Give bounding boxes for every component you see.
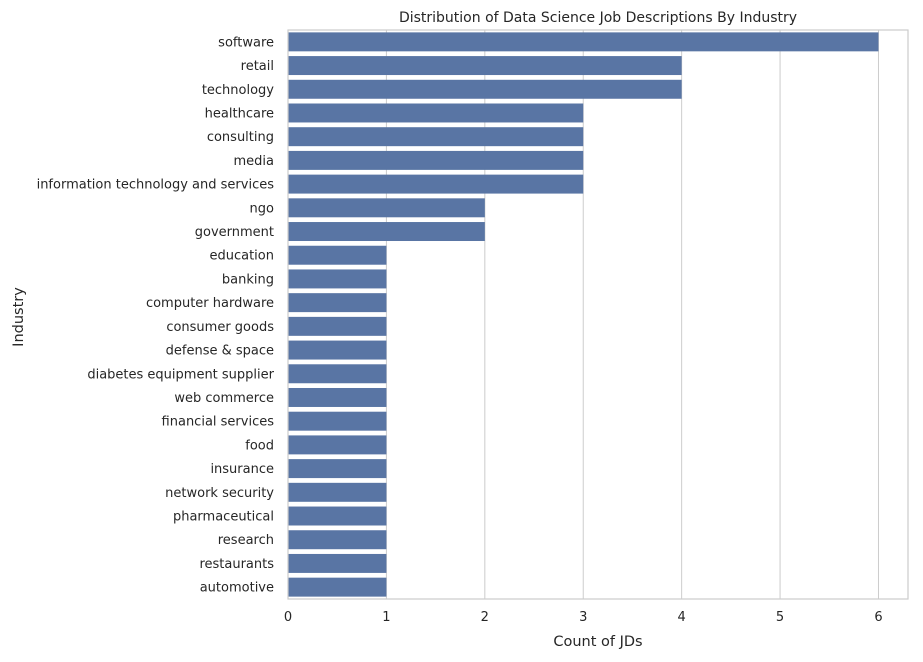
bar	[288, 530, 387, 550]
bar	[288, 32, 879, 52]
x-tick-label: 5	[776, 610, 784, 625]
y-tick-label: pharmaceutical	[173, 510, 274, 525]
bar	[288, 103, 584, 123]
y-tick-label: retail	[241, 59, 274, 74]
bar	[288, 435, 387, 455]
y-tick-label: software	[218, 35, 274, 50]
bar	[288, 411, 387, 431]
bar	[288, 364, 387, 384]
y-tick-label: automotive	[200, 581, 274, 596]
y-tick-label: ngo	[250, 201, 274, 216]
bar	[288, 482, 387, 502]
bars	[288, 32, 879, 597]
bar	[288, 269, 387, 289]
y-tick-label: defense & space	[166, 344, 274, 359]
x-tick-label: 4	[678, 610, 686, 625]
bar	[288, 387, 387, 407]
y-tick-label: education	[209, 249, 274, 264]
x-tick-label: 2	[481, 610, 489, 625]
y-tick-label: restaurants	[199, 557, 274, 572]
bar	[288, 293, 387, 313]
y-tick-label: web commerce	[174, 391, 274, 406]
bar	[288, 174, 584, 194]
x-tick-label: 0	[284, 610, 292, 625]
bar	[288, 245, 387, 265]
chart-title: Distribution of Data Science Job Descrip…	[399, 10, 797, 26]
bar	[288, 222, 485, 242]
y-tick-label: food	[245, 438, 274, 453]
bar	[288, 150, 584, 170]
y-tick-label: information technology and services	[37, 178, 275, 193]
bar	[288, 577, 387, 597]
y-tick-label: technology	[202, 83, 274, 98]
plot-frame	[287, 29, 909, 600]
y-tick-label: research	[218, 533, 274, 548]
x-tick-label: 1	[382, 610, 390, 625]
axes-frame	[287, 29, 909, 600]
bar	[288, 198, 485, 218]
y-tick-label: healthcare	[205, 106, 274, 121]
y-tick-label: media	[234, 154, 275, 169]
x-tick-labels: 0 1 2 3 4 5 6	[284, 610, 883, 625]
bar	[288, 340, 387, 360]
bar	[288, 79, 682, 99]
y-tick-labels: software retail technology healthcare consul…	[37, 35, 275, 595]
x-tick-label: 3	[579, 610, 587, 625]
bar	[288, 553, 387, 573]
y-tick-label: network security	[165, 486, 274, 501]
x-axis-label: Count of JDs	[553, 634, 642, 650]
y-tick-label: consumer goods	[166, 320, 274, 335]
bar	[288, 127, 584, 147]
y-tick-label: consulting	[207, 130, 274, 145]
x-tick-label: 6	[874, 610, 882, 625]
y-tick-label: banking	[222, 272, 274, 287]
y-axis-label: Industry	[11, 287, 27, 347]
y-tick-label: computer hardware	[146, 296, 274, 311]
bar	[288, 506, 387, 526]
bar	[288, 316, 387, 336]
y-tick-label: insurance	[210, 462, 274, 477]
y-tick-label: diabetes equipment supplier	[87, 367, 274, 382]
bar	[288, 459, 387, 479]
gridlines	[287, 30, 879, 599]
y-tick-label: financial services	[162, 415, 275, 430]
y-tick-label: government	[195, 225, 274, 240]
bar	[288, 56, 682, 76]
